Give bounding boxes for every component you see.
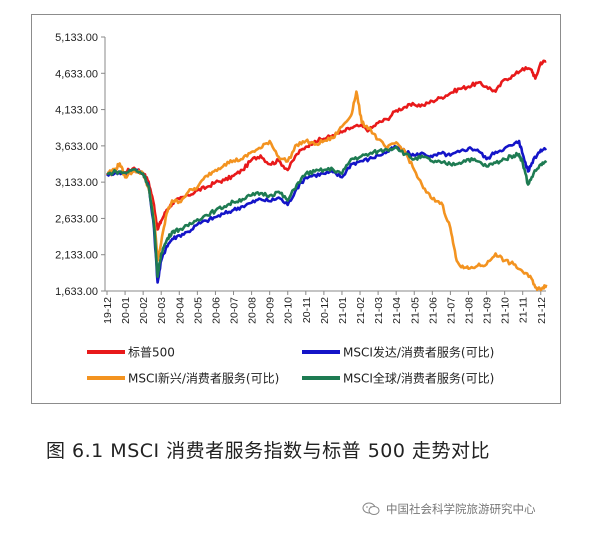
y-tick-label: 4,633.00 <box>55 68 98 80</box>
x-tick-label: 21-07 <box>445 297 457 324</box>
x-tick-label: 21-05 <box>409 297 421 324</box>
y-tick-label: 4,133.00 <box>55 105 98 117</box>
y-tick-label: 5,133.00 <box>55 32 98 44</box>
x-tick-label: 21-09 <box>482 297 494 324</box>
wechat-icon <box>362 502 380 515</box>
x-tick-label: 20-03 <box>156 297 168 324</box>
watermark: 中国社会科学院旅游研究中心 <box>362 501 536 517</box>
x-tick-label: 20-09 <box>265 297 277 324</box>
legend-label: MSCI发达/消费者服务(可比) <box>343 345 494 360</box>
x-tick-label: 21-11 <box>518 297 530 323</box>
watermark-text: 中国社会科学院旅游研究中心 <box>386 502 536 516</box>
series-line-1 <box>106 139 548 284</box>
x-tick-label: 20-05 <box>192 297 204 324</box>
chart-frame: 5,133.00 4,633.00 4,133.00 3,633.00 3,133.00… <box>31 14 561 404</box>
x-tick-label: 20-07 <box>229 297 241 324</box>
x-tick-label: 19-12 <box>102 297 114 324</box>
y-tick-label: 2,133.00 <box>55 250 98 262</box>
x-tick-label: 20-12 <box>319 297 331 324</box>
line-chart: 5,133.00 4,633.00 4,133.00 3,633.00 3,133.00… <box>55 32 548 386</box>
x-tick-label: 21-01 <box>337 297 349 324</box>
x-tick-label: 21-04 <box>391 297 403 324</box>
x-tick-label: 20-11 <box>301 297 313 323</box>
x-tick-label: 20-06 <box>210 297 222 324</box>
series-line-0 <box>105 59 547 231</box>
y-tick-label: 3,633.00 <box>55 141 98 153</box>
x-tick-label: 21-06 <box>427 297 439 324</box>
y-tick-label: 1,633.00 <box>55 286 98 298</box>
series-line-2 <box>106 90 548 292</box>
x-tick-label: 20-02 <box>138 297 150 324</box>
legend-label: MSCI新兴/消费者服务(可比) <box>128 371 279 386</box>
x-tick-label: 21-10 <box>500 297 512 324</box>
x-tick-label: 20-01 <box>120 297 132 324</box>
x-tick-label: 20-10 <box>283 297 295 324</box>
x-tick-label: 21-08 <box>463 297 475 324</box>
figure-caption: 图 6.1 MSCI 消费者服务指数与标普 500 走势对比 <box>46 440 491 462</box>
x-tick-label: 21-03 <box>373 297 385 324</box>
y-tick-label: 2,633.00 <box>55 213 98 225</box>
x-tick-label: 20-08 <box>247 297 259 324</box>
legend-label: 标普500 <box>128 346 175 360</box>
x-tick-label: 21-12 <box>536 297 548 324</box>
legend-label: MSCI全球/消费者服务(可比) <box>343 371 494 386</box>
x-tick-label: 21-02 <box>355 297 367 324</box>
x-tick-label: 20-04 <box>174 297 186 324</box>
series-line-3 <box>106 145 548 278</box>
y-tick-label: 3,133.00 <box>55 177 98 189</box>
